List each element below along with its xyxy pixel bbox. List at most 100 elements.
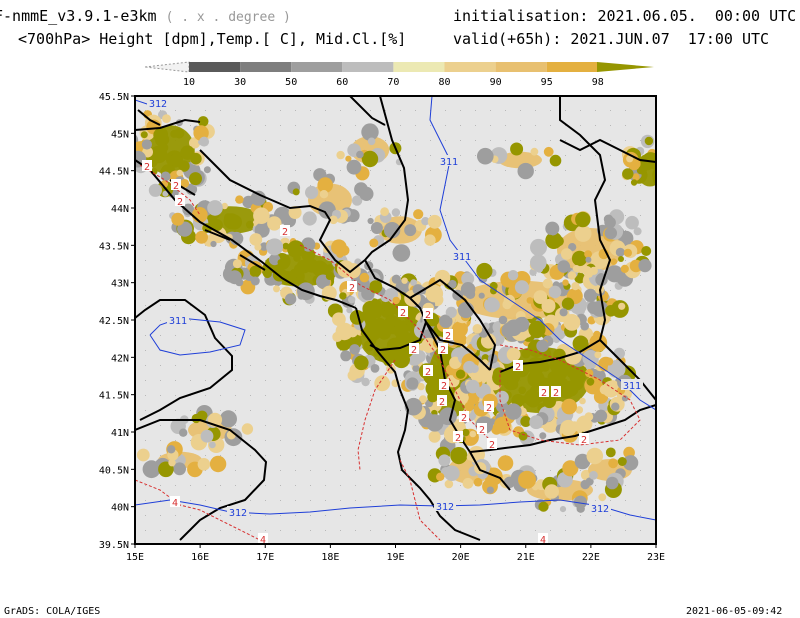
temperature-contour-label: 2 [411,345,417,356]
latitude-tick-label: 44.5N [99,167,129,178]
latitude-tick-label: 42.5N [99,316,129,327]
temperature-contour-label: 2 [455,433,461,444]
border-bosnia-serbia [364,96,410,261]
legend-tick-label: 80 [438,77,450,88]
model-title: F-nmmE_v3.9.1-e3km ( . x . degree ) [0,7,291,25]
temperature-contour-label: 2 [439,397,445,408]
legend-swatch [240,62,292,72]
latitude-tick-label: 42N [111,353,129,364]
coastline-croatia-islands [137,109,266,271]
legend-swatch [291,62,343,72]
init-value: 2021.06.05. 00:00 UTC [597,7,797,25]
footer-credit: GrADS: COLA/IGES [4,606,101,617]
legend-swatch [444,62,496,72]
latitude-axis: 45.5N 45N 44.5N 44N 43.5N 43N 42.5N 42N 41.5N 41N… [99,92,135,551]
temp-contour-2-b [299,244,491,441]
legend-tick-label: 30 [234,77,246,88]
latitude-tick-label: 43.5N [99,241,129,252]
legend-tick-label: 70 [387,77,399,88]
border-macedonia-greece [469,404,656,453]
latitude-tick-label: 40N [111,503,129,514]
latitude-tick-label: 45N [111,129,129,140]
temperature-contour-label: 2 [425,367,431,378]
latitude-tick-label: 43N [111,279,129,290]
temp-contour-2-c [499,344,641,446]
legend-tick-label: 10 [183,77,195,88]
temperature-contour-label: 2 [177,197,183,208]
legend-left-arrow [144,61,190,73]
legend-swatch [393,62,445,72]
latitude-tick-label: 41.5N [99,391,129,402]
latitude-tick-label: 39.5N [99,540,129,551]
border-albania-greece [469,451,511,491]
border-romania [559,138,656,163]
temp-contour-4-c [399,459,441,541]
temperature-contour-label: 2 [581,435,587,446]
field-description: <700hPa> Height [dpm],Temp.[ C], Mid.Cl.… [18,30,407,48]
temperature-contour-label: 2 [541,388,547,399]
border-bulgaria-turkey [599,339,656,401]
temperature-contour-label: 2 [515,362,521,373]
height-contour-label: 311 [169,316,187,327]
temperature-contour-label: 4 [172,498,178,509]
latitude-tick-label: 44N [111,204,129,215]
valid-value: 2021.JUN.07 17:00 UTC [570,30,770,48]
border-serbia-hungary [349,96,386,126]
legend-swatch [546,62,598,72]
legend-tick-label: 50 [285,77,297,88]
height-contour-312-south [135,499,656,521]
coastline-italy-south [135,419,268,541]
longitude-tick-label: 20E [452,552,470,563]
temperature-contour-label: 2 [489,440,495,451]
cloud-cover-layer [135,110,656,513]
valid-label: valid(+65h): [453,30,562,48]
legend-tick-label: 98 [592,77,604,88]
height-contour-label: 311 [623,381,641,392]
border-croatia-bosnia [199,149,366,274]
height-contour-label: 312 [149,99,167,110]
border-serbia-kosovo [409,278,497,371]
legend-swatch [189,62,241,72]
longitude-tick-label: 16E [191,552,209,563]
coastlines [135,109,481,541]
temperature-contour-label: 2 [445,331,451,342]
coastline-albania-greece [355,307,481,541]
coastline-italy-adriatic [135,159,357,309]
border-kosovo-macedonia [425,321,491,371]
longitude-tick-label: 15E [126,552,144,563]
height-contour-label: 311 [453,252,471,263]
temperature-contour-label: 2 [400,308,406,319]
temperature-contour-label: 2 [425,310,431,321]
height-contour-label: 311 [440,157,458,168]
longitude-tick-label: 23E [647,552,665,563]
legend-right-arrow [597,62,654,72]
temp-contour-4-a [357,359,396,471]
temperature-contour-label: 4 [260,535,266,546]
init-label: initialisation: [453,7,589,25]
temperature-contour-label: 2 [479,425,485,436]
legend-tick-label: 90 [490,77,502,88]
longitude-axis: 15E 16E 17E 18E 19E 20E 21E 22E 23E [126,544,665,563]
temperature-contour-label: 2 [144,162,150,173]
temperature-contour-label: 4 [540,535,546,546]
temperature-contour-label: 2 [282,227,288,238]
temp-contour-4-b [135,479,261,541]
temperature-contour-label: 2 [486,403,492,414]
temperature-contour-label: 2 [440,345,446,356]
legend-tick-label: 95 [541,77,553,88]
footer-timestamp: 2021-06-05-09:42 [686,606,783,617]
longitude-tick-label: 21E [517,552,535,563]
legend-swatch [342,62,394,72]
border-slovenia-croatia [135,118,201,131]
temperature-contour-label: 2 [461,413,467,424]
longitude-tick-label: 17E [256,552,274,563]
temperature-contour-label: 2 [173,181,179,192]
height-contour-labels: 312 311 311 311 311 312 312 312 [147,97,643,519]
legend-swatch [495,62,547,72]
longitude-tick-label: 18E [321,552,339,563]
model-resolution: ( . x . degree ) [165,10,291,25]
latitude-tick-label: 45.5N [99,92,129,103]
coastline-italy-puglia [135,299,233,421]
